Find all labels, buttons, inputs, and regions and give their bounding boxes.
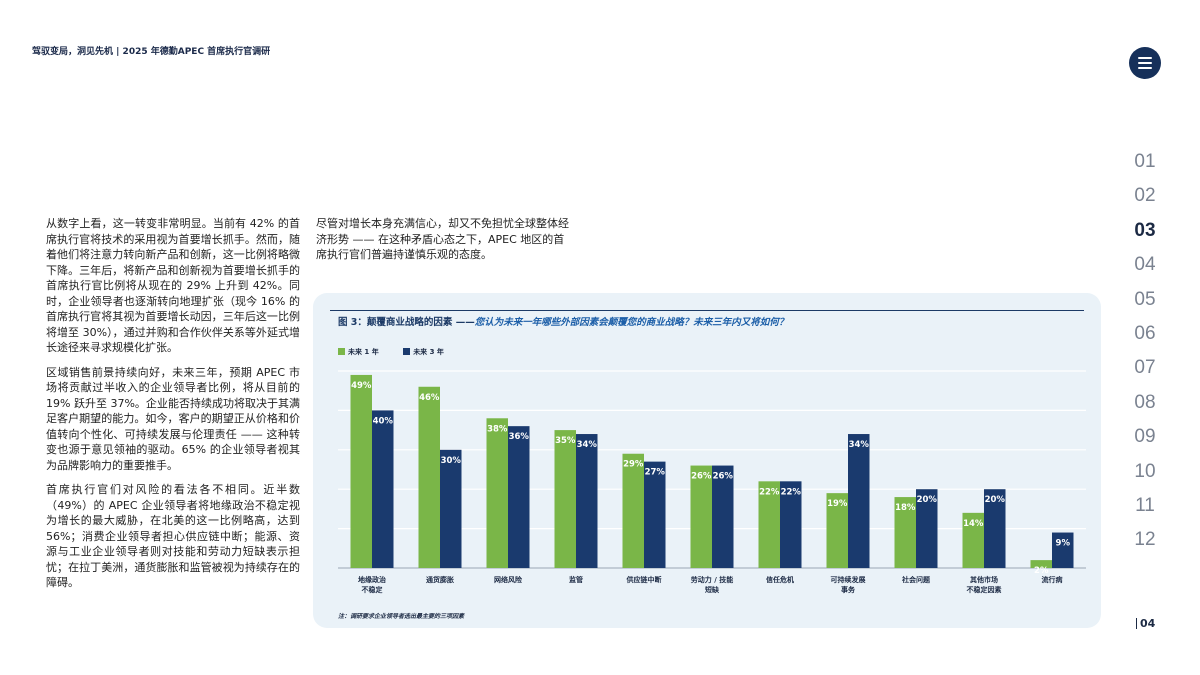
nav-page-04[interactable]: 04 [1134, 254, 1156, 276]
data-label: 22% [781, 487, 802, 497]
bar-year3 [508, 426, 530, 568]
category-label: 监管 [569, 575, 583, 584]
bar-year1 [418, 386, 440, 568]
bar-year3 [644, 461, 666, 568]
nav-page-05[interactable]: 05 [1134, 288, 1156, 310]
figure-title-question: 您认为未来一年哪些外部因素会颠覆您的商业战略？未来三年内又将如何？ [474, 317, 789, 328]
data-label: 49% [351, 381, 372, 391]
data-label: 34% [577, 440, 598, 450]
data-label: 20% [917, 495, 938, 505]
nav-page-03[interactable]: 03 [1134, 219, 1156, 241]
data-label: 46% [419, 393, 440, 403]
data-label: 22% [759, 487, 780, 497]
data-label: 9% [1056, 539, 1071, 549]
nav-page-02[interactable]: 02 [1134, 185, 1156, 207]
paragraph-2: 区域销售前景持续向好，未来三年，预期 APEC 市场将贡献过半收入的企业领导者比… [46, 365, 300, 472]
bar-year3 [372, 410, 394, 568]
nav-page-07[interactable]: 07 [1134, 357, 1156, 379]
paragraph-3: 首席执行官们对风险的看法各不相同。近半数（49%）的 APEC 企业领导者将地缘… [46, 483, 300, 589]
data-label: 27% [645, 468, 666, 478]
figure-divider [330, 310, 1084, 311]
paragraph-1: 从数字上看，这一转变非常明显。当前有 42% 的首席执行官将技术的采用视为首要增… [46, 217, 300, 354]
bar-year3 [1052, 532, 1074, 568]
category-label: 通货膨胀 [426, 575, 454, 584]
figure-title-lead: 图 3：颠覆商业战略的因素 —— [338, 317, 475, 328]
data-label: 26% [691, 472, 712, 482]
bar-year3 [712, 465, 734, 568]
bar-year1 [962, 512, 984, 568]
category-label: 网络风险 [494, 575, 523, 584]
bar-year3 [984, 489, 1006, 568]
bar-year1 [486, 418, 508, 568]
menu-icon [1138, 57, 1152, 59]
category-label: 社会问题 [901, 575, 931, 584]
page-number: 04 [1136, 618, 1155, 629]
bar-year1 [350, 374, 372, 568]
report-header: 驾驭变局，洞见先机 | 2025 年德勤APEC 首席执行官调研 [32, 47, 271, 57]
category-label: 信任危机 [766, 575, 794, 584]
bar-year3 [916, 489, 938, 568]
data-label: 26% [713, 472, 734, 482]
legend-item-year3: 未来 3 年 [403, 347, 444, 357]
data-label: 40% [373, 416, 394, 426]
bar-year1 [622, 453, 644, 568]
body-column-left: 从数字上看，这一转变非常明显。当前有 42% 的首席执行官将技术的采用视为首要增… [46, 216, 300, 600]
bar-year1 [554, 430, 576, 568]
figure-note: 注：调研要求企业领导者选出最主要的三项因素 [338, 613, 465, 620]
data-label: 36% [509, 432, 530, 442]
data-label: 34% [849, 440, 870, 450]
category-label: 劳动力 / 技能 [691, 575, 733, 584]
legend-swatch-year3 [403, 348, 411, 355]
figure-title: 图 3：颠覆商业战略的因素 ——您认为未来一年哪些外部因素会颠覆您的商业战略？未… [338, 314, 788, 328]
category-label: 事务 [841, 585, 856, 594]
data-label: 20% [985, 495, 1006, 505]
category-label: 供应链中断 [626, 575, 662, 584]
data-label: 38% [487, 424, 508, 434]
menu-button[interactable] [1129, 47, 1161, 79]
body-column-right: 尽管对增长本身充满信心，却又不免担忧全球整体经济形势 —— 在这种矛盾心态之下，… [316, 217, 569, 261]
category-label: 不稳定 [362, 585, 383, 594]
data-label: 19% [827, 499, 848, 509]
category-label: 地缘政治 [358, 575, 386, 584]
legend-swatch-year1 [338, 348, 345, 355]
bar-year3 [848, 434, 870, 568]
data-label: 2% [1034, 566, 1049, 576]
legend-item-year1: 未来 1 年 [338, 347, 379, 357]
bar-year1 [690, 465, 712, 568]
nav-page-06[interactable]: 06 [1134, 322, 1156, 344]
category-label: 其他市场 [970, 575, 998, 584]
legend-label-year1: 未来 1 年 [348, 348, 379, 356]
nav-page-10[interactable]: 10 [1134, 460, 1156, 482]
nav-page-01[interactable]: 01 [1134, 151, 1156, 172]
category-label: 流行病 [1042, 575, 1063, 584]
bar-year1 [826, 493, 848, 568]
nav-page-12[interactable]: 12 [1134, 529, 1156, 551]
bar-year1 [1030, 560, 1052, 568]
page-navigation: 01 02 03 04 05 06 07 08 09 10 11 12 [1120, 145, 1170, 558]
data-label: 35% [555, 436, 576, 446]
category-label: 不稳定因素 [967, 585, 1002, 594]
data-label: 14% [963, 519, 984, 529]
nav-page-09[interactable]: 09 [1134, 426, 1156, 448]
bar-year3 [780, 481, 802, 568]
data-label: 30% [441, 456, 462, 466]
data-label: 29% [623, 460, 644, 470]
bar-year3 [576, 434, 598, 568]
category-label: 可持续发展 [831, 575, 867, 584]
category-label: 短缺 [705, 585, 720, 594]
legend-label-year3: 未来 3 年 [413, 348, 444, 356]
data-label: 18% [895, 503, 916, 513]
nav-page-11[interactable]: 11 [1135, 494, 1155, 516]
bar-year3 [440, 449, 462, 568]
chart-legend: 未来 1 年 未来 3 年 [338, 347, 466, 357]
nav-page-08[interactable]: 08 [1134, 391, 1156, 413]
bar-year1 [894, 497, 916, 568]
bar-year1 [758, 481, 780, 568]
